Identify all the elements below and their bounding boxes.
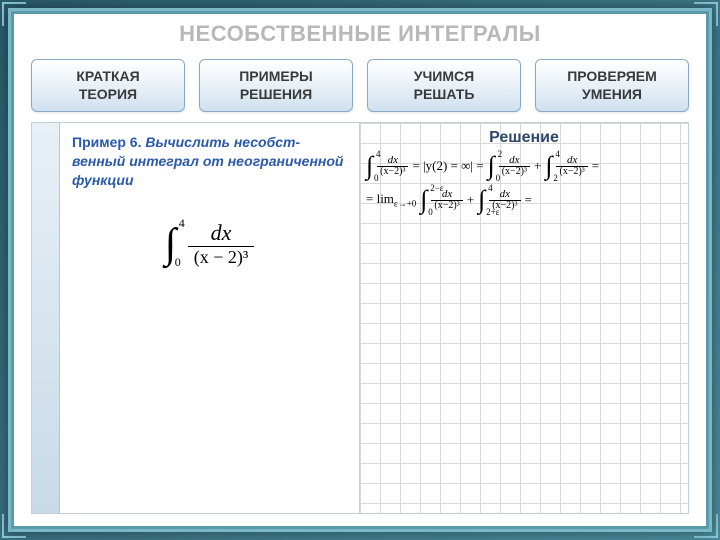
int-2a: ∫2−ε0 <box>420 185 427 215</box>
tail-1: = <box>592 158 599 174</box>
tab-examples[interactable]: ПРИМЕРЫ РЕШЕНИЯ <box>199 59 353 112</box>
plus-1: + <box>534 158 541 174</box>
problem-prefix: Пример 6. <box>72 134 141 150</box>
tab-theory[interactable]: КРАТКАЯ ТЕОРИЯ <box>31 59 185 112</box>
integral-fraction: dx (x − 2)³ <box>188 220 255 268</box>
solution-pane: Решение ∫40 dx(x−2)³ = |y(2) = ∞| = ∫20 … <box>360 123 688 513</box>
integral-denominator: (x − 2)³ <box>188 247 255 268</box>
tab-bar: КРАТКАЯ ТЕОРИЯ ПРИМЕРЫ РЕШЕНИЯ УЧИМСЯ РЕ… <box>11 59 709 122</box>
tab-practice[interactable]: УЧИМСЯ РЕШАТЬ <box>367 59 521 112</box>
solution-line-2: = limε→+0 ∫2−ε0 dx(x−2)³ + ∫42+ε dx(x−2)… <box>360 183 688 217</box>
frac-1a: dx(x−2)³ <box>377 155 408 177</box>
slide-frame: НЕСОБСТВЕННЫЕ ИНТЕГРАЛЫ КРАТКАЯ ТЕОРИЯ П… <box>8 8 712 532</box>
problem-integral: ∫ 4 0 dx (x − 2)³ <box>72 220 347 268</box>
lim-text: = limε→+0 <box>366 191 416 209</box>
mid-1: = |y(2) = ∞| = <box>412 158 483 174</box>
int-1c: ∫42 <box>545 151 552 181</box>
content-area: Пример 6. Вычислить несобст-венный интег… <box>31 122 689 514</box>
integral-upper: 4 <box>179 216 185 231</box>
frac-1b: dx(x−2)³ <box>499 155 530 177</box>
int-1a: ∫40 <box>366 151 373 181</box>
int-1b: ∫20 <box>488 151 495 181</box>
integral-lower: 0 <box>175 255 181 270</box>
page-title: НЕСОБСТВЕННЫЕ ИНТЕГРАЛЫ <box>11 11 709 59</box>
tab-check[interactable]: ПРОВЕРЯЕМ УМЕНИЯ <box>535 59 689 112</box>
solution-title: Решение <box>360 123 688 149</box>
problem-pane: Пример 6. Вычислить несобст-венный интег… <box>60 123 360 513</box>
integral-symbol: ∫ 4 0 <box>165 220 177 268</box>
plus-2: + <box>467 192 474 208</box>
solution-line-1: ∫40 dx(x−2)³ = |y(2) = ∞| = ∫20 dx(x−2)³… <box>360 149 688 183</box>
int-2b: ∫42+ε <box>478 185 485 215</box>
tail-2: = <box>525 192 532 208</box>
frac-1c: dx(x−2)³ <box>556 155 587 177</box>
problem-statement: Пример 6. Вычислить несобст-венный интег… <box>72 133 347 190</box>
integral-numerator: dx <box>188 220 255 247</box>
left-accent-bar <box>32 123 60 513</box>
